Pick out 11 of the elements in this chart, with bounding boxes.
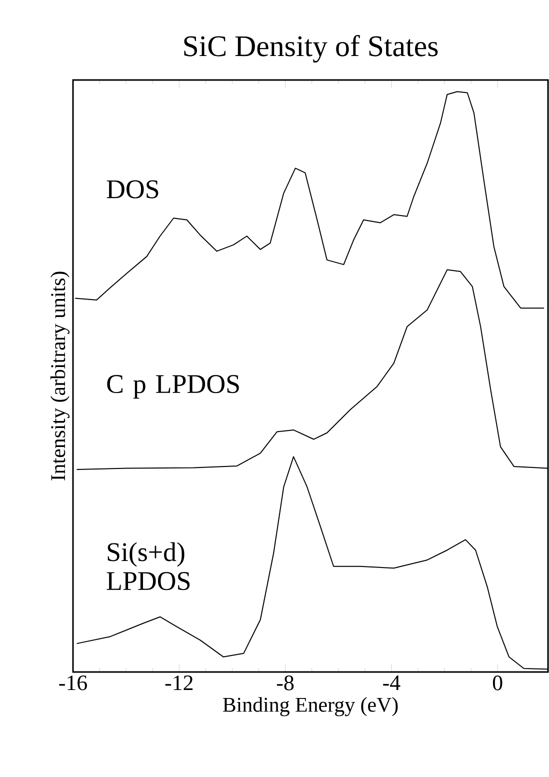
series-label: DOS — [106, 180, 158, 198]
chart-title: SiC Density of States — [184, 35, 438, 62]
x-tick-label: -12 — [165, 676, 193, 690]
x-tick-label: -8 — [276, 676, 294, 690]
x-axis-title: Binding Energy (eV) — [222, 697, 398, 716]
series-label: C p LPDOS — [107, 375, 239, 399]
x-tick-label: -16 — [59, 676, 87, 690]
y-axis-title: Intensity (arbitrary units) — [50, 272, 70, 480]
series-label: Si(s+d) LPDOS — [106, 542, 190, 590]
x-tick-label: -4 — [383, 676, 400, 690]
x-tick-label: 0 — [492, 676, 502, 690]
